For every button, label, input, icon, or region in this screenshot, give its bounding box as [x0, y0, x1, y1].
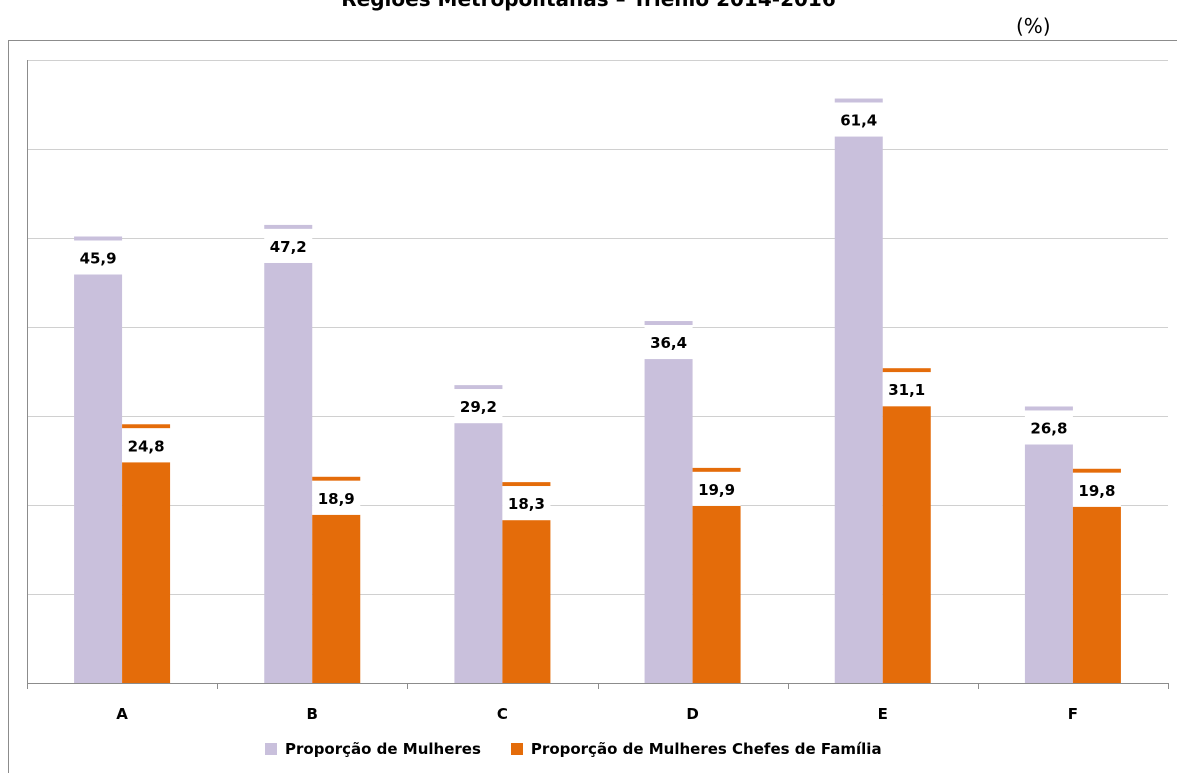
bar-cap-1	[264, 224, 313, 229]
bar-cap-2	[882, 368, 931, 373]
chart-area	[8, 40, 1177, 773]
data-label-box	[454, 389, 503, 424]
x-tick-label: C	[497, 705, 508, 723]
bar-cap-1	[1024, 406, 1073, 411]
legend-swatch-series2	[510, 743, 523, 755]
data-label-box	[882, 372, 931, 407]
data-label: 31,1	[888, 381, 925, 399]
bar-series-2	[692, 505, 741, 683]
bar-series-1	[1024, 444, 1073, 683]
data-label-box	[644, 325, 693, 360]
data-label-box	[74, 240, 123, 275]
data-label: 26,8	[1030, 419, 1067, 437]
legend-item-series2: Proporção de Mulheres Chefes de Família	[510, 740, 882, 758]
bar-cap-2	[692, 467, 741, 472]
data-label-box	[312, 480, 361, 515]
legend-label-series2: Proporção de Mulheres Chefes de Família	[530, 740, 882, 758]
bar-cap-2	[122, 424, 171, 429]
data-label: 45,9	[80, 249, 117, 267]
legend-label-series1: Proporção de Mulheres	[285, 740, 481, 758]
bar-series-2	[502, 520, 551, 683]
data-label: 61,4	[840, 112, 877, 130]
bar-series-1	[264, 262, 313, 683]
x-tick-label: E	[878, 705, 888, 723]
bar-cap-2	[312, 476, 361, 481]
legend: Proporção de Mulheres Proporção de Mulhe…	[265, 738, 912, 760]
data-label: 29,2	[460, 398, 497, 416]
bar-chart: 45,9 24,8 A 47,2 18,9 B 29,2 18,3 C 36,4 19,9 D 61,4…	[27, 60, 1169, 723]
data-label-box	[692, 471, 741, 506]
data-label: 18,9	[318, 490, 355, 508]
data-label-box	[1072, 472, 1121, 507]
data-label: 18,3	[508, 495, 545, 513]
legend-swatch-series1	[265, 743, 277, 755]
data-label: 19,8	[1078, 482, 1115, 500]
data-label: 47,2	[270, 238, 307, 256]
bar-series-2	[312, 514, 361, 683]
data-label-box	[502, 486, 551, 521]
data-label: 19,9	[698, 481, 735, 499]
bar-series-1	[644, 359, 693, 683]
data-label-box	[834, 102, 883, 137]
bar-cap-2	[1072, 468, 1121, 473]
bar-cap-1	[74, 236, 123, 241]
bar-series-1	[454, 423, 503, 683]
bar-cap-1	[644, 321, 693, 326]
data-label-box	[122, 428, 171, 463]
bar-series-1	[834, 136, 883, 684]
unit-label: (%)	[1016, 14, 1051, 38]
data-label: 36,4	[650, 334, 687, 352]
data-label: 24,8	[128, 437, 165, 455]
bar-cap-2	[502, 482, 551, 487]
bar-series-2	[1072, 506, 1121, 683]
bar-series-2	[122, 462, 171, 683]
x-tick-label: D	[686, 705, 698, 723]
x-tick-label: A	[116, 705, 128, 723]
bar-series-2	[882, 406, 931, 683]
data-label-box	[1024, 410, 1073, 445]
x-tick-label: B	[307, 705, 318, 723]
bar-cap-1	[454, 385, 503, 390]
data-label-box	[264, 228, 313, 263]
x-tick-label: F	[1068, 705, 1078, 723]
bar-cap-1	[834, 98, 883, 103]
legend-item-series1: Proporção de Mulheres	[265, 740, 481, 758]
chart-title: Regiões Metropolitanas – Triênio 2014-20…	[0, 0, 1177, 13]
bar-series-1	[74, 274, 123, 683]
